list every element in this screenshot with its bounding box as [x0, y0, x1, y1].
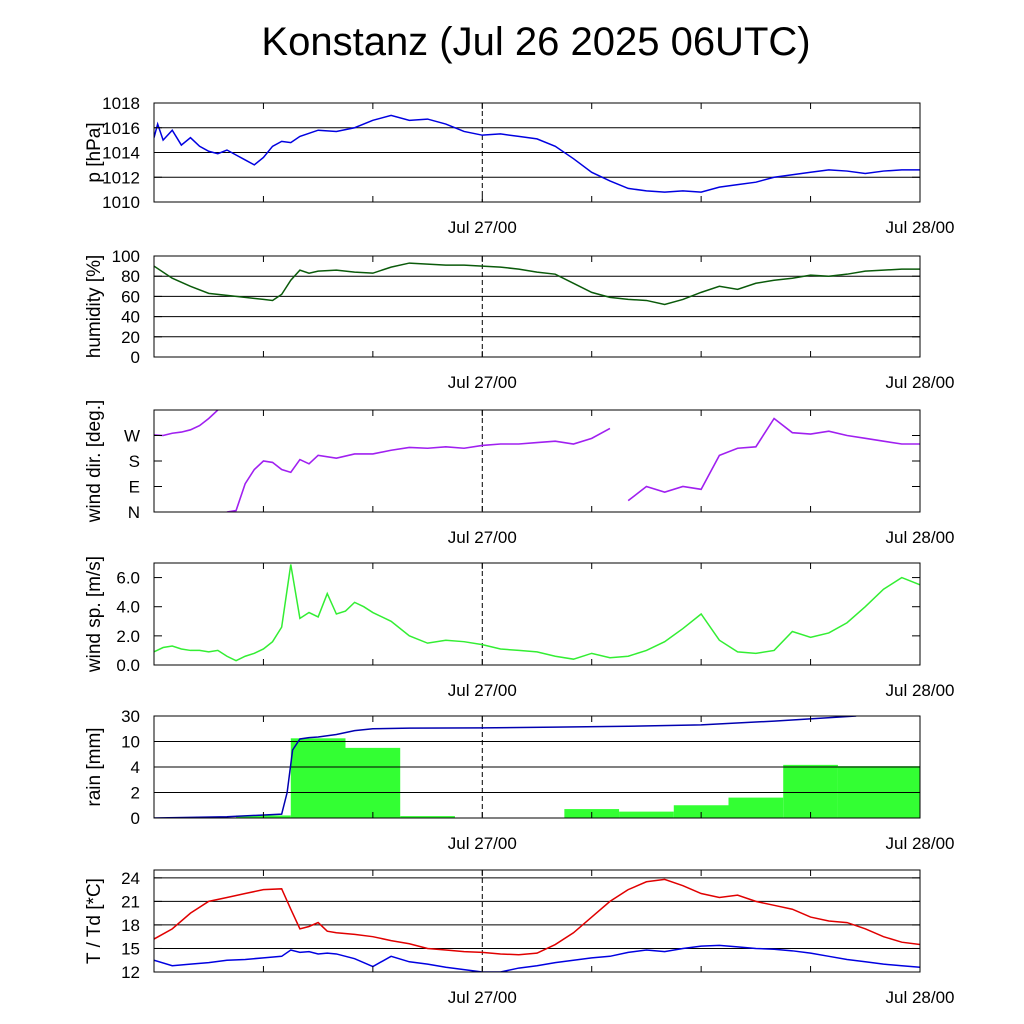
wind-direction-series-segment-2	[226, 427, 611, 512]
temperature-ytick-label-5: 24	[121, 869, 140, 888]
humidity-ytick-label-4: 60	[121, 287, 140, 306]
pressure-ylabel: p [hPa]	[84, 122, 105, 182]
temperature-frame	[153, 869, 921, 973]
temperature-ytick-label-1: 12	[121, 963, 140, 982]
temperature-ytick-label-2: 15	[121, 939, 140, 958]
temperature-series-1	[154, 878, 920, 956]
wind-speed-ylabel: wind sp. [m/s]	[84, 556, 105, 673]
wind-speed-series-1	[154, 564, 920, 662]
rain-bar-3	[345, 747, 401, 818]
rain-bar-9	[783, 764, 838, 818]
wind-direction-frame	[153, 409, 921, 513]
wind-speed-ytick-label-3: 4.0	[116, 598, 140, 617]
rain-xtick-label-2: Jul 28/00	[886, 834, 955, 853]
wind-speed-frame	[153, 562, 921, 666]
wind-speed-xtick-label-2: Jul 28/00	[886, 681, 955, 700]
wind-direction-xtick-label-2: Jul 28/00	[886, 528, 955, 547]
wind-direction-ytick-label-4: W	[124, 427, 140, 446]
rain-ytick-label-4: 10	[121, 733, 140, 752]
pressure-xtick-label-1: Jul 27/00	[448, 218, 517, 237]
rain-xtick-label-1: Jul 27/00	[448, 834, 517, 853]
wind-speed-ytick-label-1: 0.0	[116, 656, 140, 675]
wind-direction-ytick-label-1: N	[128, 503, 140, 522]
wind-speed-xtick-label-1: Jul 27/00	[448, 681, 517, 700]
temperature-xtick-label-2: Jul 28/00	[886, 988, 955, 1007]
wind-direction-ytick-label-3: S	[129, 452, 140, 471]
rain-ylabel: rain [mm]	[84, 727, 105, 806]
rain-ytick-label-1: 0	[131, 809, 140, 828]
humidity-ytick-label-3: 40	[121, 308, 140, 327]
wind-speed-ytick-label-4: 6.0	[116, 569, 140, 588]
humidity-ytick-label-6: 100	[112, 247, 140, 266]
pressure-panel: 1010 1012 1014 1016 1018 Jul 27/00 Jul 28/00 p …	[84, 94, 955, 237]
rain-panel: 0 2 4 10 30 Jul 27/00 Jul 28/00 rain [mm]	[84, 707, 955, 853]
temperature-series-2	[154, 944, 920, 972]
rain-ytick-label-3: 4	[131, 758, 140, 777]
rain-bar-4	[400, 816, 455, 818]
pressure-xtick-label-2: Jul 28/00	[886, 218, 955, 237]
rain-bar-7	[673, 805, 729, 818]
rain-bar-2	[290, 738, 346, 818]
wind-speed-ytick-label-2: 2.0	[116, 627, 140, 646]
rain-bar-6	[619, 811, 674, 818]
temperature-panel: 12 15 18 21 24 Jul 27/00 Jul 28/00 T / Td [*C]	[84, 869, 955, 1007]
wind-speed-panel: 0.0 2.0 4.0 6.0 Jul 27/00 Jul 28/00 wind sp. […	[84, 556, 955, 700]
pressure-ytick-label-1: 1010	[102, 193, 140, 212]
chart-title: Konstanz (Jul 26 2025 06UTC)	[261, 20, 811, 64]
rain-ytick-label-2: 2	[131, 784, 140, 803]
temperature-ytick-label-3: 18	[121, 916, 140, 935]
pressure-ytick-label-2: 1012	[102, 168, 140, 187]
humidity-xtick-label-1: Jul 27/00	[448, 373, 517, 392]
humidity-ytick-label-5: 80	[121, 267, 140, 286]
pressure-ytick-label-3: 1014	[102, 144, 140, 163]
wind-direction-xtick-label-1: Jul 27/00	[448, 528, 517, 547]
pressure-ytick-label-4: 1016	[102, 119, 140, 138]
pressure-series-1	[154, 114, 920, 193]
wind-direction-ylabel: wind dir. [deg.]	[84, 400, 105, 524]
humidity-ytick-label-2: 20	[121, 328, 140, 347]
wind-direction-series-segment-1	[154, 410, 219, 437]
temperature-ylabel: T / Td [*C]	[84, 878, 105, 964]
humidity-xtick-label-2: Jul 28/00	[886, 373, 955, 392]
temperature-ytick-label-4: 21	[121, 892, 140, 911]
humidity-frame	[153, 255, 921, 358]
humidity-series-1	[154, 262, 920, 306]
wind-direction-ytick-label-2: E	[129, 478, 140, 497]
rain-ytick-label-5: 30	[121, 707, 140, 726]
humidity-ylabel: humidity [%]	[84, 255, 105, 358]
temperature-xtick-label-1: Jul 27/00	[448, 988, 517, 1007]
pressure-ytick-label-5: 1018	[102, 94, 140, 113]
wind-direction-series-segment-3	[627, 417, 920, 502]
rain-bar-8	[728, 797, 784, 818]
rain-series-1	[154, 716, 857, 818]
humidity-ytick-label-1: 0	[131, 348, 140, 367]
